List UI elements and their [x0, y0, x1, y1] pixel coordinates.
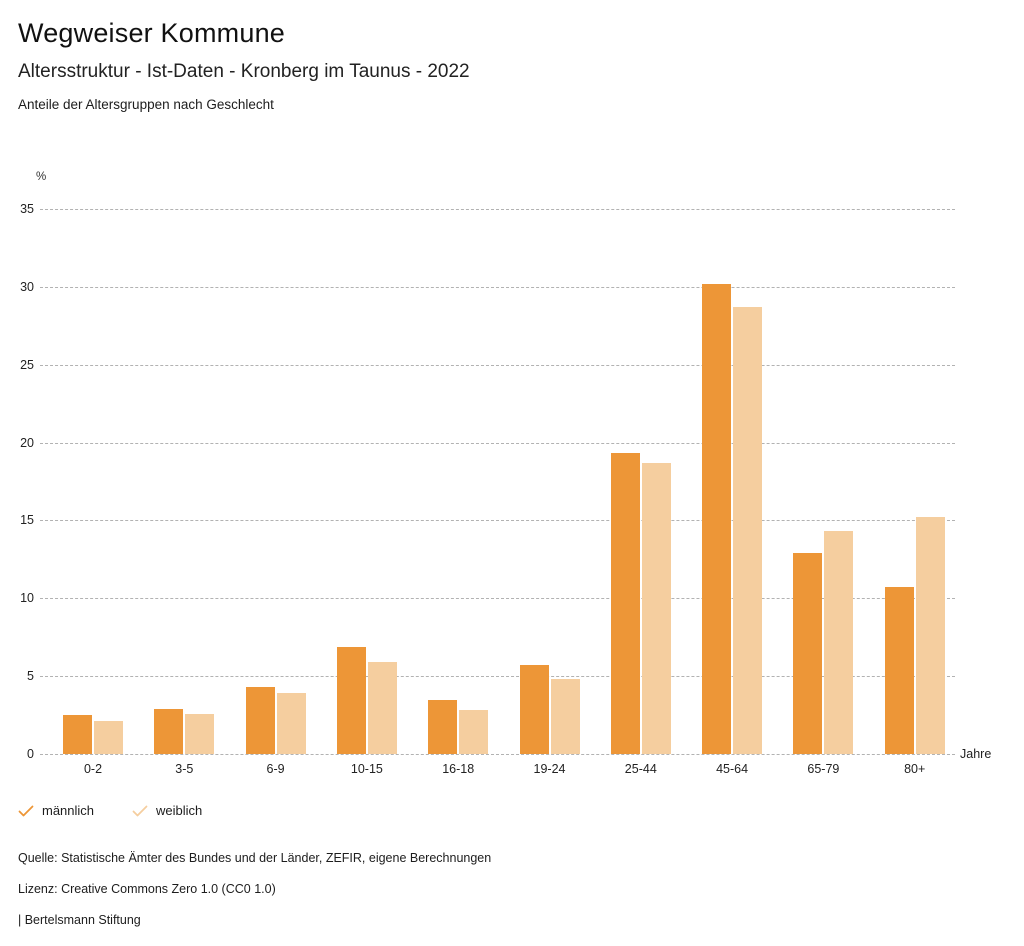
- bar-weiblich-45-64[interactable]: [733, 307, 763, 754]
- y-axis-tick-label: 10: [20, 591, 34, 606]
- bar-männlich-0-2[interactable]: [63, 715, 92, 754]
- chart-header: Wegweiser Kommune Altersstruktur - Ist-D…: [18, 16, 998, 115]
- chart-legend: männlich weiblich: [18, 803, 240, 818]
- y-axis-tick-label: 20: [20, 435, 34, 450]
- y-axis-unit-label: %: [36, 171, 47, 183]
- bar-group: [154, 209, 215, 754]
- bar-weiblich-10-15[interactable]: [367, 662, 397, 754]
- y-axis-tick-label: 25: [20, 357, 34, 372]
- bar-weiblich-16-18[interactable]: [459, 710, 489, 754]
- gridline: [40, 598, 955, 600]
- bar-weiblich-6-9[interactable]: [276, 693, 306, 754]
- x-axis-tick-label: 0-2: [83, 762, 103, 776]
- legend-label: weiblich: [156, 803, 203, 818]
- plot-area: [40, 209, 955, 754]
- bar-group: [884, 209, 945, 754]
- x-axis-tick-label: 16-18: [442, 762, 475, 776]
- bar-weiblich-19-24[interactable]: [550, 679, 580, 754]
- y-axis-tick-label: 15: [20, 513, 34, 528]
- legend-item-männlich[interactable]: männlich: [18, 803, 94, 818]
- bar-männlich-6-9[interactable]: [245, 687, 275, 754]
- bar-weiblich-80+[interactable]: [915, 517, 945, 754]
- page-title: Wegweiser Kommune: [18, 18, 286, 48]
- gridline: [40, 286, 955, 288]
- bar-männlich-65-79[interactable]: [793, 553, 823, 754]
- x-axis-baseline: [40, 754, 955, 755]
- bar-männlich-25-44[interactable]: [610, 453, 640, 754]
- bar-männlich-45-64[interactable]: [702, 283, 732, 754]
- bar-männlich-80+[interactable]: [884, 587, 914, 754]
- legend-item-weiblich[interactable]: weiblich: [132, 803, 202, 818]
- x-axis-tick-label: 10-15: [350, 762, 383, 776]
- bar-group: [245, 209, 306, 754]
- bar-männlich-16-18[interactable]: [428, 699, 458, 754]
- bar-weiblich-25-44[interactable]: [641, 462, 671, 754]
- bar-group: [428, 209, 489, 754]
- x-axis-tick-label: 19-24: [533, 762, 566, 776]
- bar-weiblich-3-5[interactable]: [185, 713, 215, 754]
- bar-chart: % 35 30 25 20 15 10 5 0 Jahre 0-2 3-5 6-9 10-15 16-…: [0, 171, 992, 776]
- x-axis-tick-label: 65-79: [807, 762, 840, 776]
- bar-group: [519, 209, 580, 754]
- x-axis-tick-label: 3-5: [175, 762, 194, 776]
- y-axis-tick-labels: 35 30 25 20 15 10 5 0: [0, 202, 34, 761]
- bar-weiblich-0-2[interactable]: [94, 721, 123, 754]
- y-axis-tick-label: 30: [20, 279, 34, 294]
- bar-group: [63, 209, 123, 754]
- x-axis-tick-label: 6-9: [266, 762, 285, 776]
- bar-group: [702, 209, 763, 754]
- check-icon: [18, 804, 34, 818]
- y-axis-tick-label: 35: [20, 202, 34, 216]
- legend-label: männlich: [42, 803, 95, 818]
- x-axis-tick-label: 45-64: [716, 762, 749, 776]
- gridline: [40, 442, 955, 444]
- bar-weiblich-65-79[interactable]: [824, 531, 854, 754]
- y-axis-tick-label: 0: [27, 747, 34, 761]
- check-icon: [132, 804, 148, 818]
- bar-männlich-3-5[interactable]: [154, 708, 184, 754]
- chart-description: Anteile der Altersgruppen nach Geschlech…: [18, 97, 274, 112]
- bar-group: [793, 209, 854, 754]
- bar-männlich-10-15[interactable]: [336, 646, 366, 754]
- x-axis-unit-label: Jahre: [960, 747, 992, 761]
- gridline: [40, 209, 955, 210]
- footer-license: Lizenz: Creative Commons Zero 1.0 (CC0 1…: [18, 882, 276, 896]
- chart-subtitle: Altersstruktur - Ist-Daten - Kronberg im…: [18, 61, 470, 82]
- gridline: [40, 676, 955, 678]
- footer-source: Quelle: Statistische Ämter des Bundes un…: [18, 851, 492, 865]
- x-axis-tick-label: 80+: [904, 762, 926, 776]
- gridline: [40, 364, 955, 366]
- chart-footer: Quelle: Statistische Ämter des Bundes un…: [18, 843, 998, 936]
- bar-group: [336, 209, 397, 754]
- y-axis-tick-label: 5: [27, 669, 34, 684]
- bar-group: [610, 209, 671, 754]
- bar-männlich-19-24[interactable]: [519, 665, 549, 754]
- gridline: [40, 520, 955, 522]
- x-axis-tick-label: 25-44: [624, 762, 657, 776]
- footer-publisher: | Bertelsmann Stiftung: [18, 913, 141, 927]
